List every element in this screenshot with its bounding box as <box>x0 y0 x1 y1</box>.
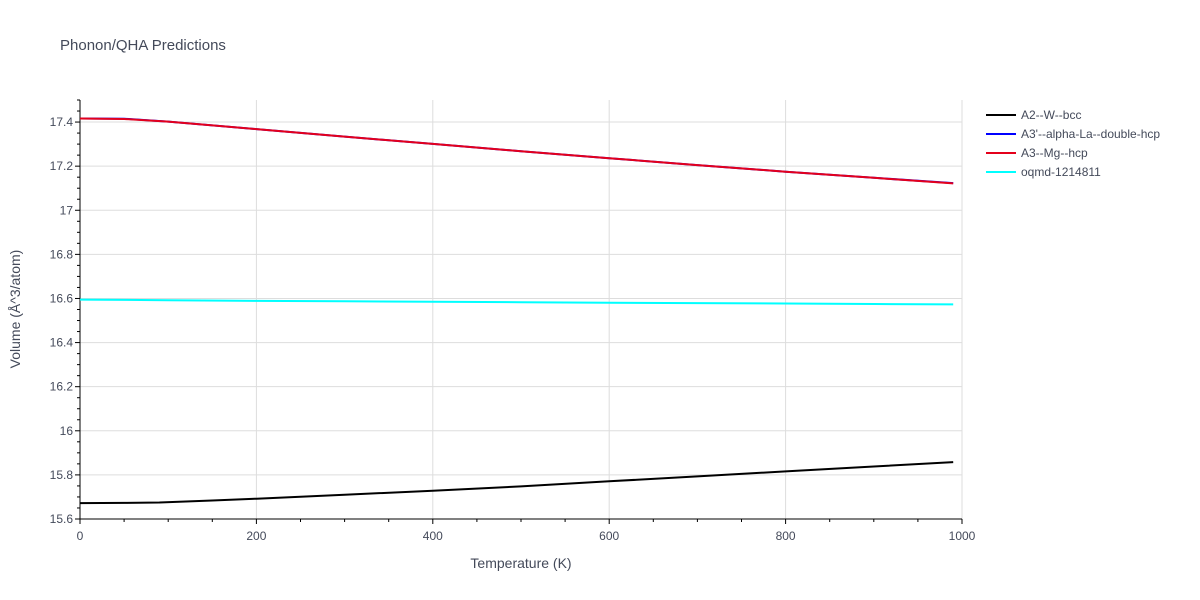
series-line-1 <box>79 461 954 505</box>
series-line-4 <box>79 298 954 306</box>
legend[interactable]: A2--W--bcc A3'--alpha-La--double-hcp A3--M… <box>986 108 1160 179</box>
series-layer <box>79 117 954 505</box>
y-axis-title: Volume (Å^3/atom) <box>7 250 23 369</box>
x-tick-label: 1000 <box>949 529 976 543</box>
x-tick-label: 200 <box>246 529 266 543</box>
x-tick-label: 400 <box>423 529 443 543</box>
y-tick-label: 16.4 <box>50 336 74 350</box>
legend-label: A3'--alpha-La--double-hcp <box>1021 127 1160 141</box>
legend-item-3[interactable]: A3--Mg--hcp <box>986 146 1088 160</box>
grid <box>80 100 963 520</box>
legend-item-1[interactable]: A2--W--bcc <box>986 108 1081 122</box>
x-axis-title: Temperature (K) <box>470 555 571 571</box>
y-tick-label: 15.6 <box>50 512 74 526</box>
axes: 0 200 400 600 800 1000 15.6 15.8 16 16.2 16.4 16.6 1… <box>50 99 976 543</box>
x-tick-label: 0 <box>77 529 84 543</box>
y-tick-label: 17 <box>60 203 74 217</box>
x-tick-label: 800 <box>776 529 796 543</box>
legend-label: oqmd-1214811 <box>1021 165 1101 179</box>
y-tick-label: 16.2 <box>50 380 74 394</box>
y-tick-label: 16.6 <box>50 291 74 305</box>
legend-item-2[interactable]: A3'--alpha-La--double-hcp <box>986 127 1160 141</box>
x-tick-label: 600 <box>599 529 619 543</box>
legend-label: A2--W--bcc <box>1021 108 1081 122</box>
y-tick-label: 16.8 <box>50 247 74 261</box>
legend-item-4[interactable]: oqmd-1214811 <box>986 165 1101 179</box>
y-tick-label: 16 <box>60 424 74 438</box>
y-tick-label: 17.4 <box>50 115 74 129</box>
chart-title: Phonon/QHA Predictions <box>60 37 226 54</box>
y-tick-label: 17.2 <box>50 159 74 173</box>
legend-label: A3--Mg--hcp <box>1021 146 1088 160</box>
series-line-3 <box>79 117 954 185</box>
y-tick-label: 15.8 <box>50 468 74 482</box>
